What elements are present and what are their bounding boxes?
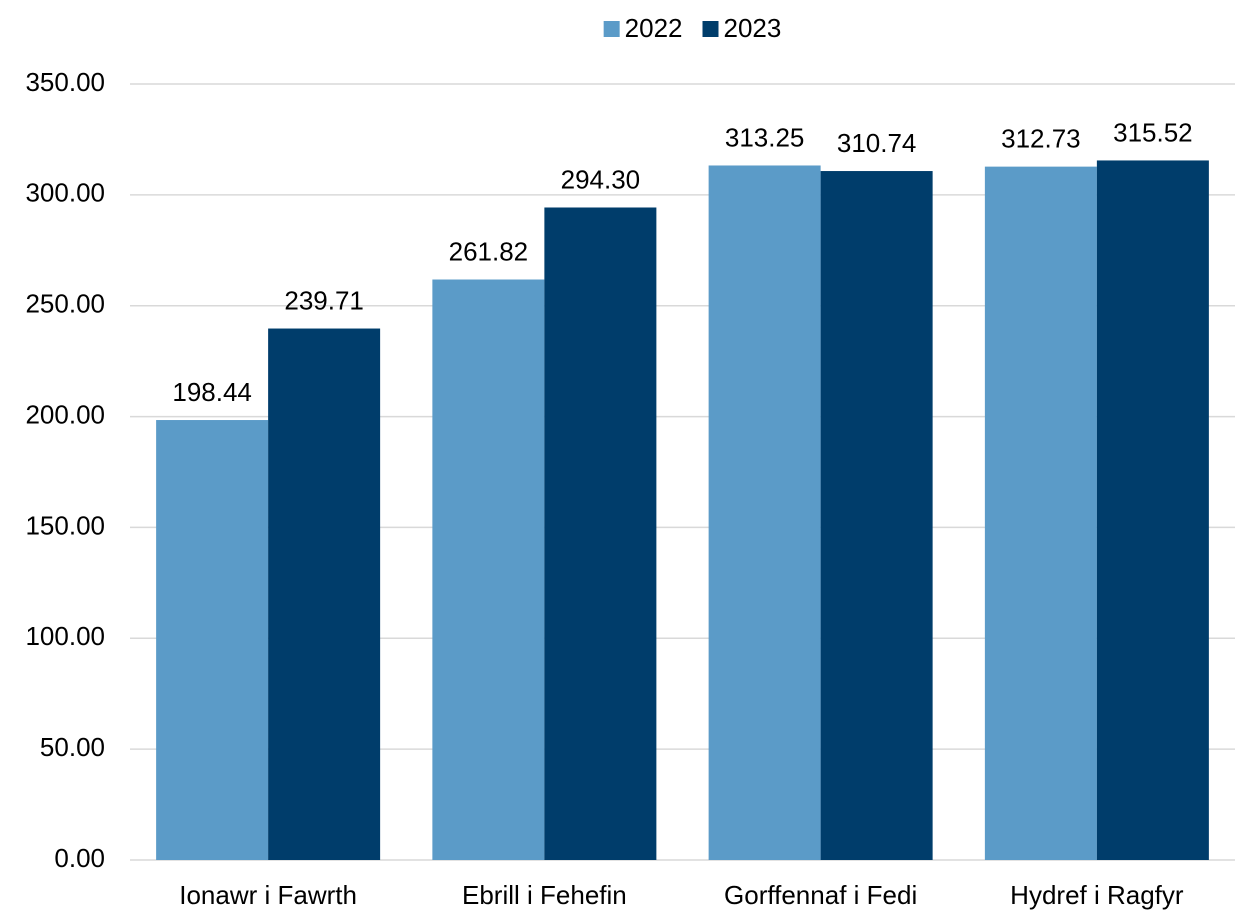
- data-label: 312.73: [1001, 124, 1081, 154]
- data-label: 239.71: [284, 285, 364, 315]
- y-tick-label: 0.00: [54, 843, 105, 873]
- bar: [432, 279, 545, 860]
- bar: [544, 207, 657, 860]
- legend-label: 2022: [625, 13, 683, 43]
- bar: [156, 420, 269, 860]
- data-label: 261.82: [449, 236, 529, 266]
- data-label: 313.25: [725, 122, 805, 152]
- bar: [1096, 160, 1209, 860]
- legend-swatch: [702, 21, 719, 37]
- data-label: 198.44: [172, 377, 252, 407]
- y-tick-label: 100.00: [25, 621, 105, 651]
- x-tick-label: Hydref i Ragfyr: [1010, 880, 1184, 910]
- y-tick-label: 350.00: [25, 67, 105, 97]
- legend-swatch: [603, 21, 620, 37]
- bar: [268, 328, 381, 860]
- bar: [984, 166, 1097, 860]
- x-tick-label: Gorffennaf i Fedi: [724, 880, 917, 910]
- y-tick-label: 200.00: [25, 399, 105, 429]
- x-tick-label: Ebrill i Fehefin: [462, 880, 627, 910]
- data-label: 315.52: [1113, 117, 1193, 147]
- data-label: 310.74: [837, 128, 917, 158]
- y-tick-label: 150.00: [25, 510, 105, 540]
- y-tick-label: 50.00: [40, 732, 105, 762]
- legend-label: 2023: [724, 13, 782, 43]
- bar: [820, 171, 933, 860]
- y-tick-label: 300.00: [25, 178, 105, 208]
- bar: [708, 165, 821, 861]
- x-tick-label: Ionawr i Fawrth: [179, 880, 357, 910]
- y-tick-label: 250.00: [25, 289, 105, 319]
- data-label: 294.30: [561, 164, 641, 194]
